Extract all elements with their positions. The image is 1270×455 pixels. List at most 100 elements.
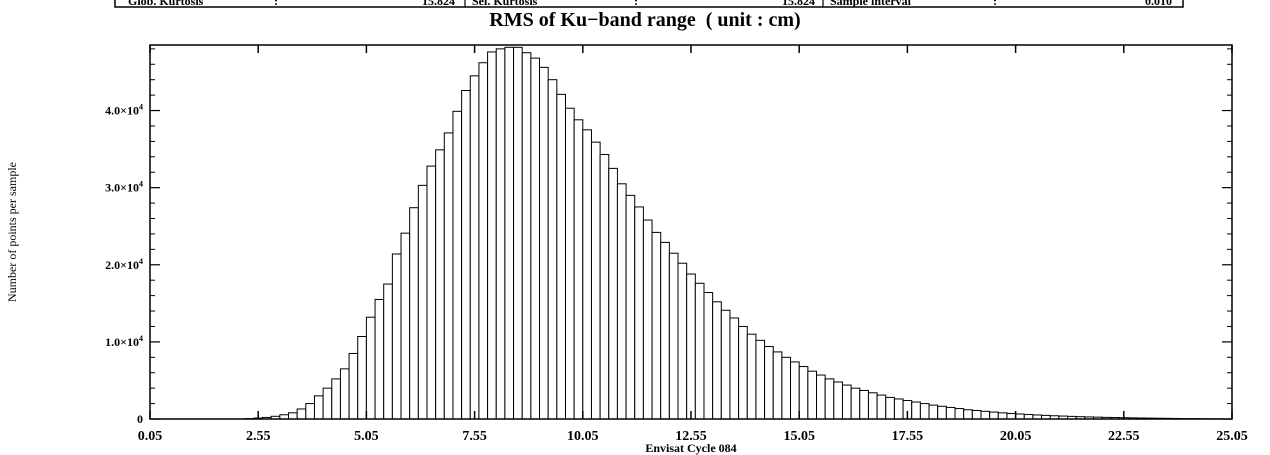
histogram-bar [573,119,584,420]
x-tick-label: 0.05 [138,429,163,444]
histogram-bar [608,167,618,420]
histogram-bar [850,387,861,420]
histogram-bar [625,194,636,420]
histogram-bar [703,292,714,420]
stats-value-sample-interval: 0.010 [1145,0,1172,8]
x-tick-labels: 0.05 2.55 5.05 7.55 10.05 12.55 15.05 17.55 20.0… [138,429,1248,444]
histogram-bar [989,411,999,420]
histogram-bar [738,325,748,420]
histogram-bar [590,141,601,420]
histogram-bar [530,57,541,420]
histogram-bar [660,241,670,420]
x-tick-label: 7.55 [462,429,487,444]
histogram-bar [790,361,800,420]
histogram-bar [954,408,965,420]
histogram-bar [400,232,411,420]
histogram-bar [772,351,783,420]
x-tick-label: 25.05 [1216,429,1248,444]
histogram-bar [331,378,341,420]
histogram-bar [547,79,558,420]
y-tick-labels: 0 1.0×104 2.0×104 3.0×104 4.0×104 [105,103,143,426]
histogram-bar [971,410,982,420]
histogram-bar [677,262,688,420]
histogram-bar [357,335,367,420]
histogram-bar [885,396,895,420]
histogram-bar [945,406,956,420]
histogram-bar [435,149,445,420]
plot-frame [149,44,1233,420]
histogram-bar [746,333,757,420]
histogram-bar [365,316,376,420]
histogram-bar [712,301,722,420]
histogram-bar [452,110,463,420]
histogram-bar [781,356,792,420]
stats-value-glob-kurtosis: 15.824 [422,0,455,8]
x-axis-label: Envisat Cycle 084 [645,441,736,455]
histogram-bar [694,282,705,420]
stats-label-sample-interval: Sample interval [830,0,912,8]
histogram-bar [339,368,350,420]
histogram-bar [288,412,298,420]
histogram-bar [469,75,480,420]
histogram-bar [564,107,575,420]
stats-sep: : [634,0,638,8]
x-tick-label: 22.55 [1108,429,1140,444]
histogram-bar [616,183,627,420]
histogram-bar [539,66,549,420]
histogram-bar [876,394,887,420]
histogram-bar [755,339,766,420]
y-tick-label: 1.0×104 [105,334,143,349]
histogram-bar [997,412,1008,420]
chart-title: RMS of Ku−band range ( unit : cm) [489,9,800,31]
histogram-bar [391,253,402,420]
stats-value-sel-kurtosis: 15.824 [782,0,815,8]
histogram-bar [833,381,843,420]
y-tick-label: 3.0×104 [105,180,143,195]
x-tick-label: 5.05 [354,429,379,444]
x-tick-label: 20.05 [1000,429,1032,444]
histogram-bar [409,207,419,420]
x-tick-label: 2.55 [246,429,271,444]
y-tick-label: 2.0×104 [105,257,143,272]
stats-sep: : [993,0,997,8]
histogram-bar [504,46,515,420]
histogram-bar [824,378,835,420]
stats-sep: : [274,0,278,8]
histogram-bar [461,90,471,420]
stats-label-sel-kurtosis: Sel. Kurtosis [472,0,538,8]
histogram-bar [599,154,610,420]
histogram-bar [383,283,393,420]
histogram-bar [322,387,333,420]
histogram-bar [495,48,506,420]
x-tick-label: 12.55 [675,429,707,444]
histogram-bar [859,389,869,420]
stats-label-glob-kurtosis: Glob. Kurtosis [128,0,204,8]
histogram-bar [963,409,973,420]
histogram-bar [668,252,679,420]
histogram-bar [893,398,904,420]
histogram-bar [426,165,437,420]
x-tick-label: 17.55 [892,429,924,444]
histogram-bar [313,395,324,420]
histogram-bar [980,410,991,420]
y-tick-label: 0 [137,412,143,426]
histogram-bar [487,51,497,420]
histogram-bar [867,392,878,420]
histogram-bar [374,298,385,420]
histogram-bar [651,231,662,420]
histogram-bar [720,309,731,420]
histogram-bar [919,403,930,420]
histogram-bar [1015,413,1025,420]
histogram-bar [841,384,852,420]
histogram-bar [1006,412,1017,420]
histogram-bar [417,184,428,420]
histogram-bar [686,273,696,420]
x-tick-label: 10.05 [567,429,599,444]
histogram-bar [521,52,532,420]
histogram-bar [348,352,359,420]
histogram-bar [582,129,592,420]
stats-header-border [114,0,1184,8]
histogram-bar [807,370,818,420]
histogram-bar [911,401,921,420]
